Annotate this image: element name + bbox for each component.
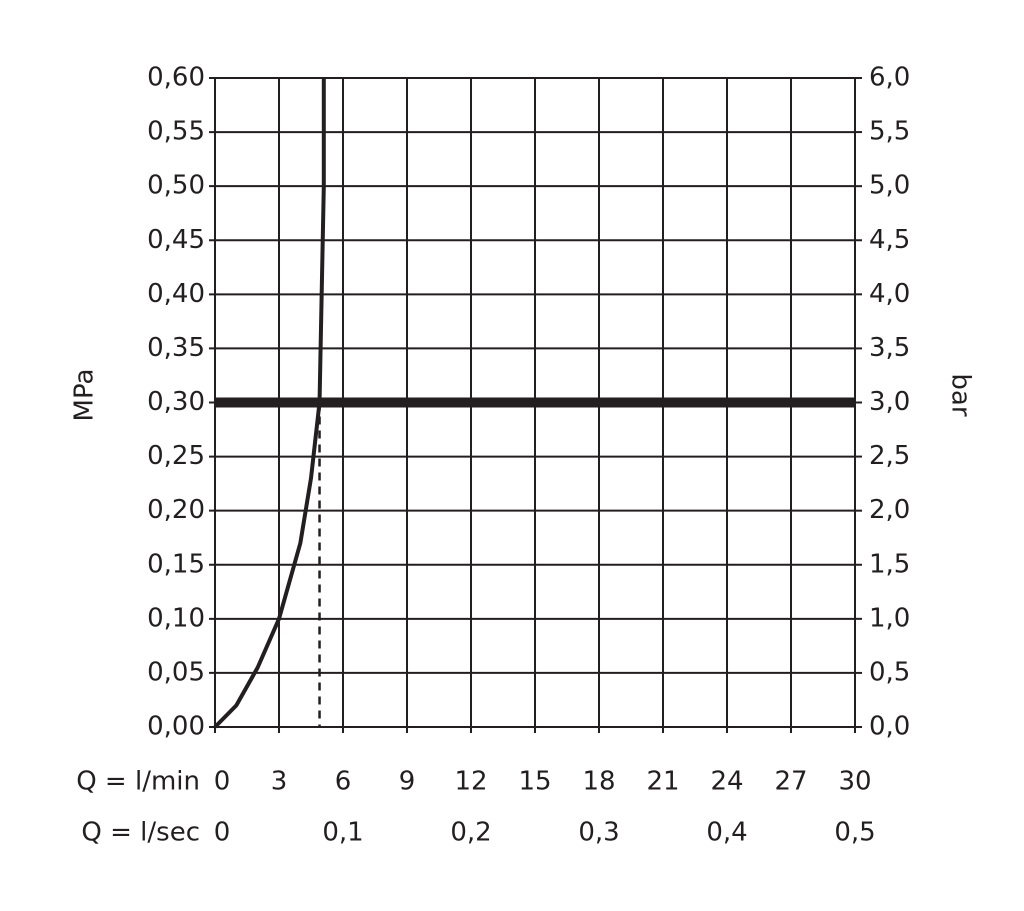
y-tick-label: 0,50 <box>147 171 205 201</box>
y2-tick-label: 1,5 <box>869 549 910 579</box>
x-tick-label: 21 <box>646 767 679 797</box>
x2-tick-label: 0,5 <box>834 818 875 848</box>
x2-tick-label: 0,2 <box>450 818 491 848</box>
x2-tick-label: 0,1 <box>322 818 363 848</box>
x2-tick-label: 0,3 <box>578 818 619 848</box>
y-tick-label: 0,15 <box>147 549 205 579</box>
y-tick-label: 0,35 <box>147 333 205 363</box>
y-axis-title: MPa <box>70 369 100 422</box>
x-tick-label: 30 <box>838 767 871 797</box>
x-tick-label: 15 <box>518 767 551 797</box>
x2-axis-title: Q = l/sec <box>81 818 200 848</box>
y-tick-label: 0,05 <box>147 657 205 687</box>
y2-tick-label: 3,5 <box>869 333 910 363</box>
y2-tick-label: 0,0 <box>869 712 910 742</box>
flow-curve <box>213 78 326 729</box>
y-tick-label: 0,20 <box>147 495 205 525</box>
y-tick-label: 0,55 <box>147 117 205 147</box>
y-tick-label: 0,40 <box>147 279 205 309</box>
y2-tick-label: 4,0 <box>869 279 910 309</box>
x-axis-title: Q = l/min <box>76 767 200 797</box>
y2-axis-title: bar <box>946 373 976 416</box>
x-tick-label: 0 <box>214 767 231 797</box>
y-tick-label: 0,60 <box>147 63 205 93</box>
x-tick-label: 6 <box>335 767 352 797</box>
y-tick-label: 0,45 <box>147 225 205 255</box>
x-tick-label: 3 <box>271 767 288 797</box>
y2-tick-label: 1,0 <box>869 603 910 633</box>
x2-tick-label: 0 <box>214 818 231 848</box>
x-tick-label: 24 <box>710 767 743 797</box>
x-tick-label: 12 <box>454 767 487 797</box>
y-tick-label: 0,30 <box>147 387 205 417</box>
y2-tick-label: 0,5 <box>869 657 910 687</box>
x-tick-label: 9 <box>399 767 416 797</box>
y2-tick-label: 2,0 <box>869 495 910 525</box>
y-tick-label: 0,00 <box>147 712 205 742</box>
y2-tick-label: 2,5 <box>869 441 910 471</box>
x-tick-label: 27 <box>774 767 807 797</box>
x-tick-label: 18 <box>582 767 615 797</box>
x2-tick-label: 0,4 <box>706 818 747 848</box>
y2-tick-label: 3,0 <box>869 387 910 417</box>
y2-tick-label: 4,5 <box>869 225 910 255</box>
y-tick-label: 0,10 <box>147 603 205 633</box>
y2-tick-label: 5,5 <box>869 117 910 147</box>
y2-tick-label: 6,0 <box>869 63 910 93</box>
y2-tick-label: 5,0 <box>869 171 910 201</box>
y-tick-label: 0,25 <box>147 441 205 471</box>
